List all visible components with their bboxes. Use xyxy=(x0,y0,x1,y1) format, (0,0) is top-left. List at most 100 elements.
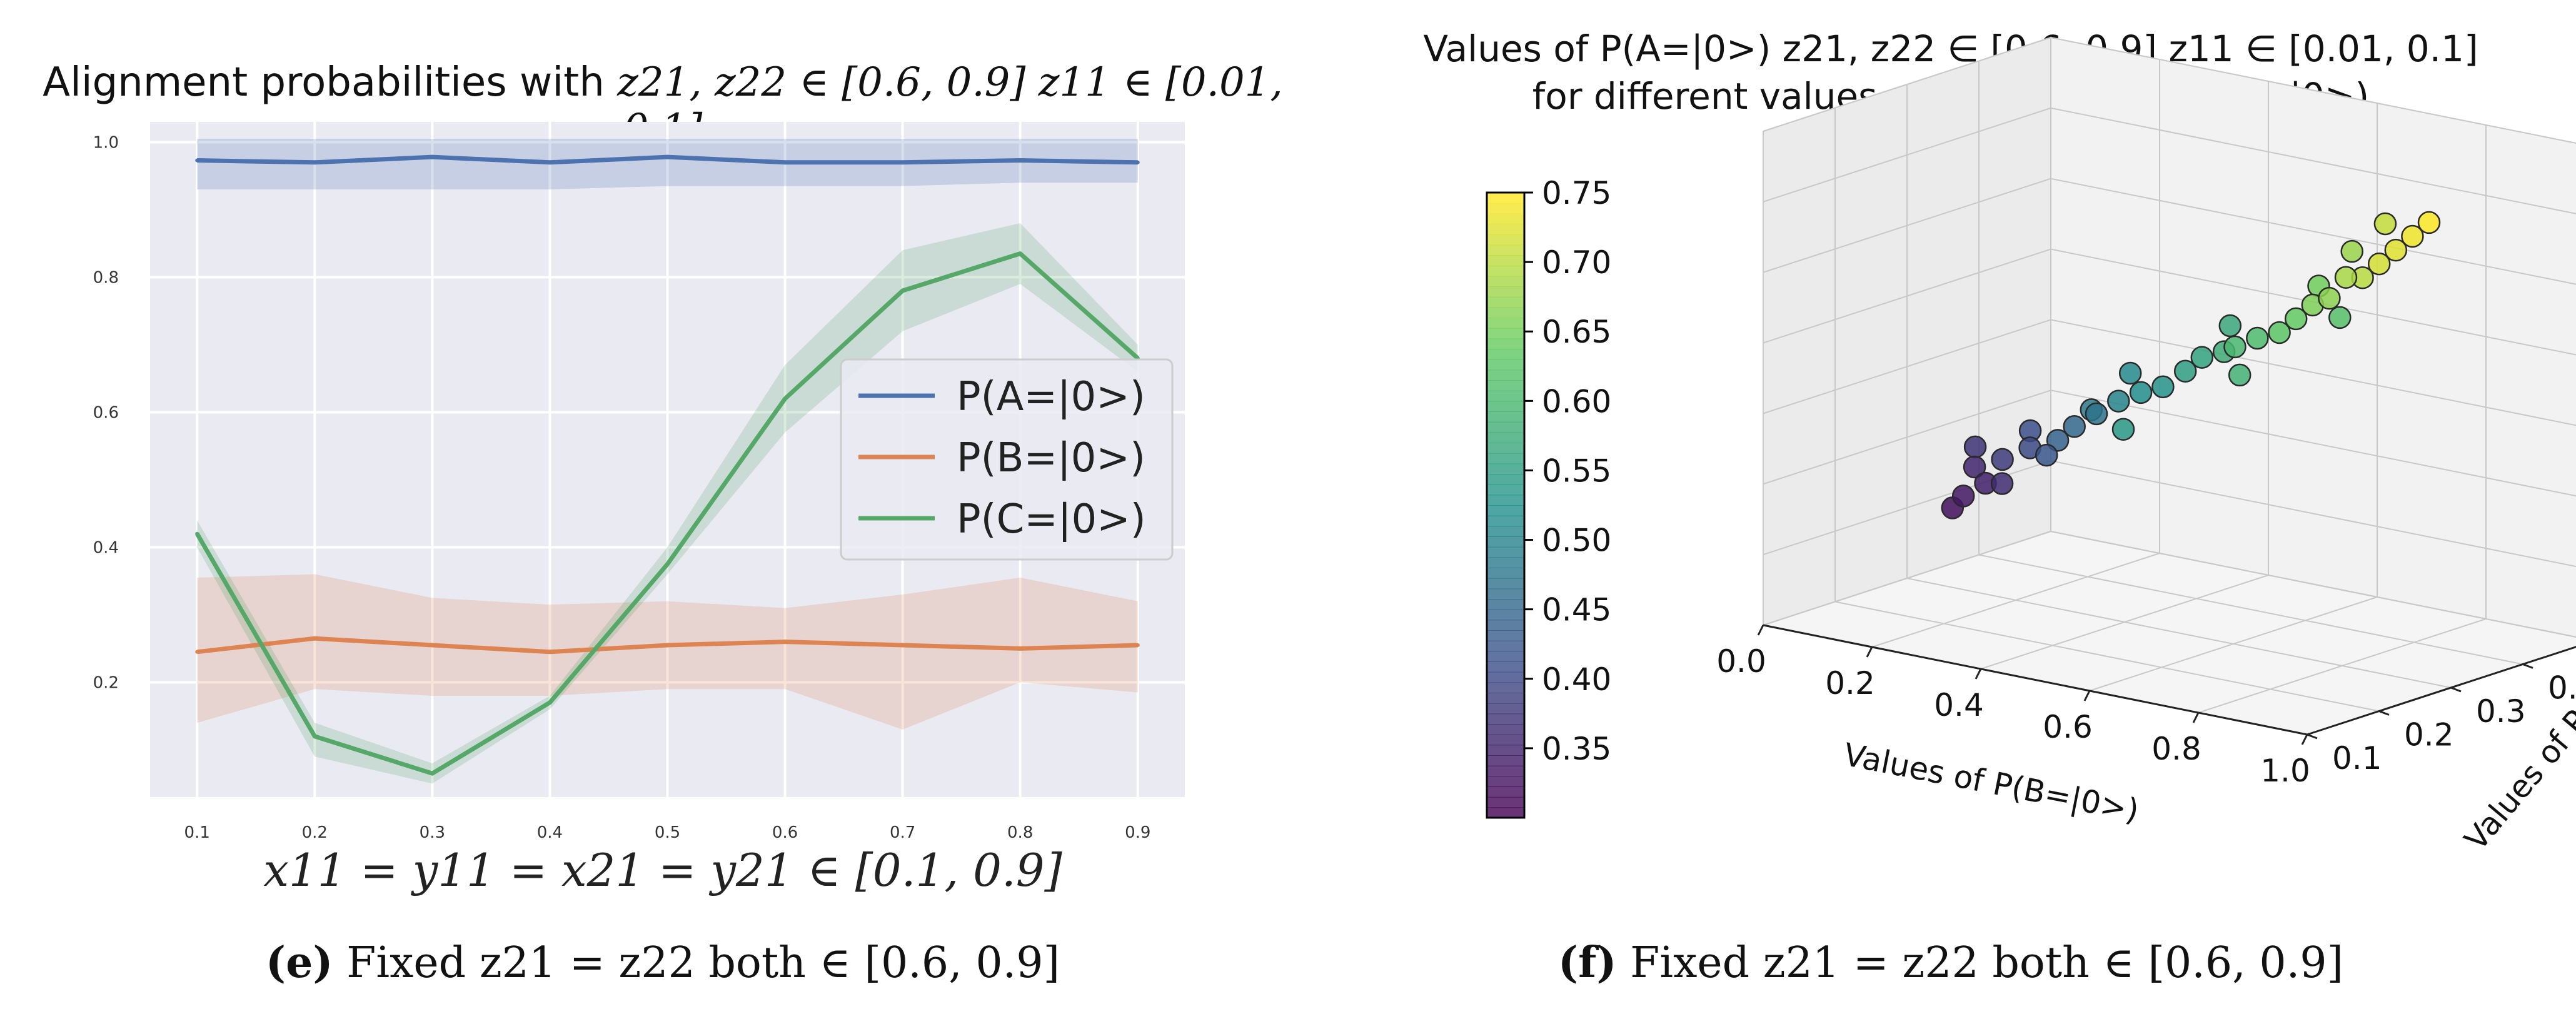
chart-e-ytick-label: 0.8 xyxy=(93,268,119,287)
grid-line xyxy=(1763,248,2051,344)
colorbar-segment xyxy=(1487,671,1524,683)
chart-e-xtick-label: 0.9 xyxy=(1125,823,1150,842)
colorbar-segment xyxy=(1487,713,1524,725)
scatter-point xyxy=(2334,266,2358,289)
scatter-point xyxy=(1951,484,1975,508)
scatter-point xyxy=(2268,321,2291,344)
colorbar-segment xyxy=(1487,338,1524,349)
y-tick-label: 0.1 xyxy=(2332,740,2382,776)
colorbar-segment xyxy=(1487,474,1524,485)
caption-e-text: Fixed z21 = z22 both ∈ [0.6, 0.9] xyxy=(346,938,1060,988)
colorbar-segment xyxy=(1487,765,1524,777)
chart-e-ytick-label: 0.2 xyxy=(93,673,119,692)
colorbar-segment xyxy=(1487,432,1524,443)
x-axis-line xyxy=(1763,624,2308,736)
x-tick xyxy=(1866,646,1873,658)
y-tick xyxy=(2450,686,2462,693)
chart-f-title-line1: Values of P(A=|0>) z21, z22 ∈ [0.6, 0.9]… xyxy=(1423,28,2478,70)
chart-e-point-0 xyxy=(1135,160,1140,164)
scatter-point xyxy=(2190,346,2214,369)
scatter-point xyxy=(2107,389,2130,413)
chart-e-point-1 xyxy=(313,636,317,641)
colorbar-segment xyxy=(1487,724,1524,735)
colorbar-segment xyxy=(1487,526,1524,537)
colorbar-segment xyxy=(1487,349,1524,360)
chart-e-xtick-label: 0.3 xyxy=(420,823,445,842)
grid-line xyxy=(1763,107,2051,203)
panel-e: Alignment probabilities with z21, z22 ∈ … xyxy=(43,59,1282,988)
chart-e-point-1 xyxy=(665,643,670,647)
colorbar-segment xyxy=(1487,224,1524,235)
grid-line xyxy=(1763,389,2051,485)
colorbar-segment xyxy=(1487,620,1524,631)
y-tick-label: 0.4 xyxy=(2548,670,2576,706)
chart-e-point-2 xyxy=(195,531,199,536)
y-tick-label: 0.2 xyxy=(2404,717,2454,753)
grid-line xyxy=(2050,531,2576,638)
chart-e-band-2 xyxy=(197,223,1138,784)
colorbar-segment xyxy=(1487,693,1524,704)
colorbar-segment xyxy=(1487,599,1524,610)
chart-e-point-2 xyxy=(430,771,435,776)
chart-e-point-2 xyxy=(783,396,787,401)
colorbar-segment xyxy=(1487,390,1524,402)
colorbar-tick-label: 0.40 xyxy=(1542,661,1611,698)
grid-line xyxy=(1763,37,2051,132)
chart-e-point-1 xyxy=(195,650,199,654)
colorbar-segment xyxy=(1487,203,1524,214)
grid-line xyxy=(1763,531,2051,626)
colorbar-segment xyxy=(1487,568,1524,579)
grid-line xyxy=(2050,319,2576,426)
chart-f-plot: 0.35 0.40 0.45 0.50 0.55 0.60 0.65 0.70 0.75 0.0 0… xyxy=(1486,36,2576,858)
colorbar-segment xyxy=(1487,234,1524,246)
chart-e-xtick-label: 0.1 xyxy=(184,823,210,842)
colorbar-segment xyxy=(1487,651,1524,662)
scatter-point xyxy=(2173,359,2197,383)
chart-e-point-0 xyxy=(548,160,552,164)
grid-line xyxy=(1834,601,2380,712)
x-tick-label: 0.8 xyxy=(2151,731,2201,767)
colorbar-segment xyxy=(1487,578,1524,590)
scatter-point xyxy=(2118,361,2142,385)
colorbar-segment xyxy=(1487,369,1524,381)
chart-e-point-0 xyxy=(665,155,670,159)
colorbar-segment xyxy=(1487,557,1524,568)
x-tick-label: 0.4 xyxy=(1934,687,1984,723)
x-tick-label: 1.0 xyxy=(2260,753,2310,789)
y-tick xyxy=(2378,710,2390,716)
grid-line xyxy=(2050,389,2576,497)
x-tick xyxy=(2192,712,2200,723)
caption-e-label: (e) xyxy=(265,938,333,988)
x-tick-label: 0.2 xyxy=(1825,665,1875,701)
chart-e-point-2 xyxy=(900,289,905,293)
grid-line xyxy=(2050,460,2576,568)
scatter-point xyxy=(2367,252,2391,276)
scatter-point xyxy=(2085,402,2108,426)
panel-f: Values of P(A=|0>) z21, z22 ∈ [0.6, 0.9]… xyxy=(1326,0,2576,1019)
chart-e-legend-label: P(A=|0>) xyxy=(957,374,1145,420)
colorbar-segment xyxy=(1487,755,1524,766)
chart-e-point-0 xyxy=(900,160,905,164)
chart-e-xlabel-text: x11 = y11 = x21 = y21 ∈ [0.1, 0.9] xyxy=(263,844,1062,896)
chart-e-point-1 xyxy=(1018,646,1022,651)
colorbar-segment xyxy=(1487,193,1524,204)
colorbar-segment xyxy=(1487,401,1524,412)
colorbar-segment xyxy=(1487,380,1524,391)
colorbar-segment xyxy=(1487,807,1524,818)
scatter-point xyxy=(2063,415,2086,438)
scatter-point xyxy=(2035,443,2058,467)
scatter-point xyxy=(2417,211,2441,234)
grid-line xyxy=(1906,578,2452,688)
colorbar-tick-label: 0.65 xyxy=(1542,314,1611,350)
caption-f-text: Fixed z21 = z22 both ∈ [0.6, 0.9] xyxy=(1630,938,2344,988)
colorbar-segment xyxy=(1487,515,1524,527)
scatter-point xyxy=(2373,212,2397,236)
colorbar-segment xyxy=(1487,546,1524,558)
scatter-point xyxy=(2318,286,2341,310)
colorbar-segment xyxy=(1487,318,1524,329)
x-tick xyxy=(2301,734,2308,745)
scatter-point xyxy=(2401,224,2424,248)
colorbar-segment xyxy=(1487,359,1524,371)
chart-e-xtick-label: 0.6 xyxy=(772,823,798,842)
scatter-point xyxy=(2246,326,2269,350)
